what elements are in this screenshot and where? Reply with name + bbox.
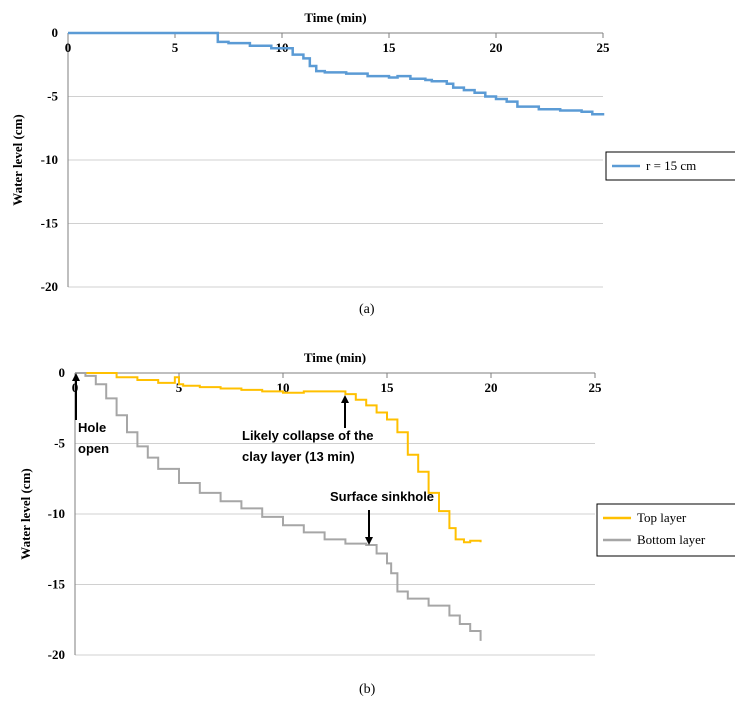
panel-b-annotation-text-2: Likely collapse of the <box>242 428 374 443</box>
panel-a-ytick-label: -15 <box>41 216 59 231</box>
panel-b-ytick-label: -15 <box>48 577 66 592</box>
panel-b-annotation-arrowhead-3 <box>365 537 373 545</box>
panel-a-ytick-label: 0 <box>52 25 59 40</box>
panel-a-xtick-label: 0 <box>65 40 72 55</box>
panel-a-xlabel: Time (min) <box>304 10 366 25</box>
panel-a-ytick-label: -10 <box>41 152 58 167</box>
panel-b-annotation-text-2: clay layer (13 min) <box>242 449 355 464</box>
panel-b-ylabel: Water level (cm) <box>18 468 33 559</box>
panel-b-ytick-label: -20 <box>48 647 65 662</box>
panel-b-xtick-label: 25 <box>589 380 603 395</box>
panel-a-legend-box <box>605 151 735 181</box>
panel-a-xtick-label: 5 <box>172 40 179 55</box>
panel-a-xtick-label: 25 <box>597 40 611 55</box>
panel-b-ytick-label: 0 <box>59 365 66 380</box>
panel-b-xtick-label: 5 <box>176 380 183 395</box>
panel-b-annotation-arrowhead-2 <box>341 395 349 403</box>
caption-a: (a) <box>359 302 375 317</box>
panel-a-series-1-line <box>68 31 605 116</box>
panel-b-legend-box <box>596 503 735 557</box>
panel-b-series-1-line <box>75 372 482 544</box>
caption-b: (b) <box>359 682 376 697</box>
panel-b-annotation-text-1: Hole <box>78 420 106 435</box>
panel-b-series-2-line <box>75 372 482 641</box>
panel-b-annotation-text-3: Surface sinkhole <box>330 489 434 504</box>
panel-b-legend-label-2: Bottom layer <box>637 532 706 547</box>
panel-a-ytick-label: -5 <box>47 89 58 104</box>
panel-a-ylabel: Water level (cm) <box>10 114 25 205</box>
panel-b-xlabel: Time (min) <box>304 350 366 365</box>
panel-b-annotation-arrowhead-1 <box>72 373 80 381</box>
panel-b-ytick-label: -10 <box>48 506 65 521</box>
panel-b-xtick-label: 20 <box>485 380 498 395</box>
panel-a-ytick-label: -20 <box>41 279 58 294</box>
panel-b-xtick-label: 15 <box>381 380 395 395</box>
panel-a-xtick-label: 20 <box>490 40 503 55</box>
panel-b-ytick-label: -5 <box>54 436 65 451</box>
panel-b-legend-label-1: Top layer <box>637 510 687 525</box>
panel-a-xtick-label: 15 <box>383 40 397 55</box>
panel-b-annotation-text-1: open <box>78 441 109 456</box>
panel-a-legend-label-1: r = 15 cm <box>646 158 696 173</box>
